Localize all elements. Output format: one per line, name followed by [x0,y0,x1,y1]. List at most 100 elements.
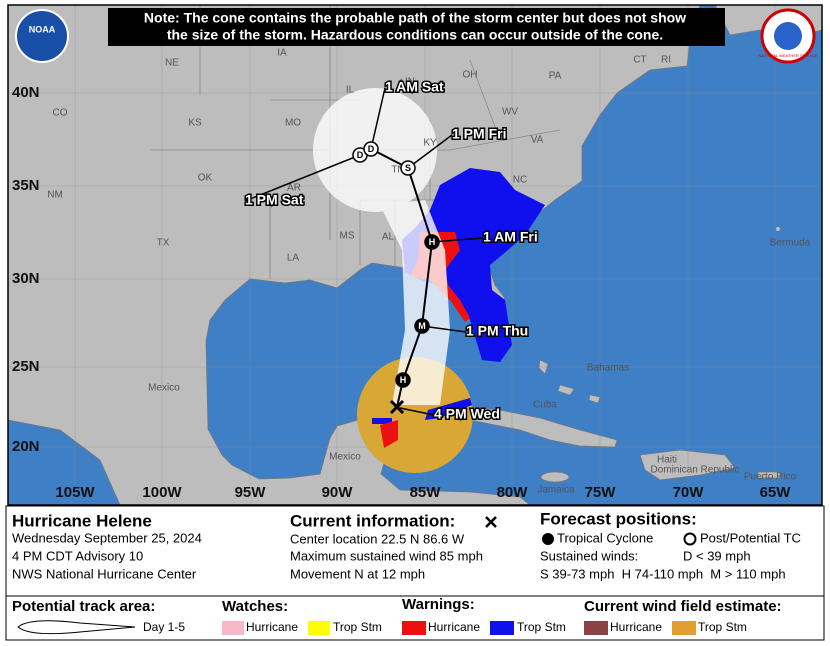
forecast-symbol: H [429,237,436,247]
lon-label: 65W [760,484,792,501]
track-area-icon [17,620,136,635]
tc-icon [542,533,554,545]
lat-label: 35N [12,177,40,194]
hispaniola [639,449,736,481]
legend-item: Trop Stm [517,620,566,634]
nws-logo: NATIONAL WEATHER SERVICE [759,8,818,64]
place-label: IN [405,77,415,88]
cone-body [380,200,450,405]
noaa-text: NOAA [29,24,56,34]
bermuda [776,227,780,231]
place-label: Cuba [533,400,557,411]
legend-item: Hurricane [428,620,480,634]
place-label: NM [47,190,63,201]
place-labels: NEIAILINOHPANYCTRICOKSMOKYWVVANMOKARTNNC… [47,35,811,496]
place-label: TX [157,238,170,249]
swatch [672,621,696,635]
lat-label: 30N [12,270,40,287]
forecast-symbol: M [418,321,426,331]
lon-label: 75W [585,484,617,501]
puerto-rico [757,471,781,479]
place-label: WV [502,107,518,118]
forecast-symbol: S [405,163,411,173]
bahamas [538,359,601,404]
lon-label: 95W [235,484,267,501]
storm-info: NWS National Hurricane Center [12,566,197,581]
warning-hurricane [380,232,470,448]
forecast-marker [400,160,416,176]
post-tc-icon [683,532,697,546]
forecast-info: S 39-73 mph H 74-110 mph M > 110 mph [540,566,786,581]
place-label: Mexico [148,383,180,394]
swatch [222,621,244,635]
place-label: OK [198,173,213,184]
note-line: the size of the storm. Hazardous conditi… [167,27,663,43]
map-frame [7,4,823,506]
place-label: Haiti [657,455,677,466]
info-panel [5,505,825,597]
forecast-title: Forecast positions: [540,509,697,528]
swatch [490,621,514,635]
leader-line [244,154,361,202]
leader-line [399,407,435,416]
current-icon [485,516,497,528]
note-box [108,8,725,46]
forecast-symbol: D [368,144,375,154]
forecast-symbol: D [357,150,364,160]
current-label: 4 PM Wed [434,406,500,422]
swatch [584,621,608,635]
place-label: Dominican Republic [651,465,740,476]
legend-item: Trop Stm [333,620,382,634]
lat-label: 25N [12,358,40,375]
nws-text: NATIONAL WEATHER SERVICE [759,53,818,58]
warning-trop-stm [372,398,472,424]
current-info: Center location 22.5 N 86.6 W [290,531,465,546]
place-label: AR [287,183,301,194]
place-label: OH [463,70,478,81]
legend-item: Trop Stm [698,620,747,634]
forecast-marker [424,234,440,250]
place-label: AL [382,232,395,243]
forecast-info: Post/Potential TC [700,530,801,545]
axis-labels: 40N 35N 30N 25N 20N 105W 100W 95W 90W 85W 80W 75W 70… [12,84,791,501]
legend-heading: Potential track area: [12,598,155,615]
current-info: Maximum sustained wind 85 mph [290,548,483,563]
place-label: TN [391,165,404,176]
place-label: KS [188,118,202,129]
noaa-logo: NOAA [15,9,69,63]
forecast-label: 1 PM Sat [245,192,304,208]
place-label: KY [423,138,437,149]
swatch [402,621,426,635]
place-label: PA [549,71,562,82]
forecast-symbol: H [400,375,407,385]
current-info: Movement N at 12 mph [290,566,425,581]
leader-line [370,87,386,150]
place-label: Mexico [329,452,361,463]
current-position [389,399,405,415]
swatch [308,621,330,635]
legend-item: Hurricane [246,620,298,634]
note-line: Note: The cone contains the probable pat… [144,10,686,26]
forecast-label: 1 AM Fri [483,229,538,245]
legend-heading: Watches: [222,598,288,615]
place-label: MS [340,231,355,242]
place-label: RI [661,55,671,66]
forecast-info: D < 39 mph [683,548,751,563]
leader-line [431,237,484,243]
lat-label: 20N [12,438,40,455]
legend-heading: Current wind field estimate: [584,598,782,615]
forecast-info: Tropical Cyclone [557,530,653,545]
lon-label: 100W [142,484,182,501]
warning-trop-stm [402,168,545,362]
map: NEIAILINOHPANYCTRICOKSMOKYWVVANMOKARTNNC… [8,5,822,505]
place-label: VA [531,135,544,146]
lon-label: 90W [322,484,354,501]
storm-info: 4 PM CDT Advisory 10 [12,548,143,563]
forecast-marker [414,318,430,334]
place-label: MO [285,118,301,129]
place-label: IL [346,85,355,96]
forecast-label: 1 AM Sat [385,79,444,95]
forecast-label: 1 PM Fri [452,126,506,142]
storm-info: Wednesday September 25, 2024 [12,530,202,545]
place-label: CO [53,108,68,119]
